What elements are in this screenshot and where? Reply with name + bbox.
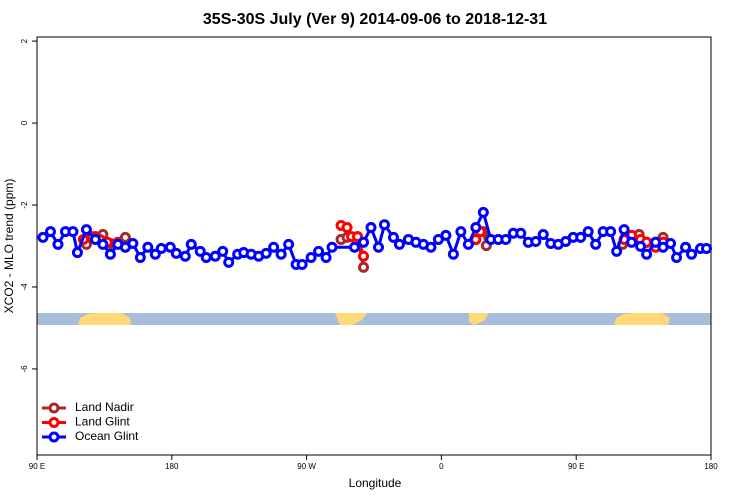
data-point: [575, 231, 587, 243]
data-point: [223, 256, 235, 268]
data-point: [447, 248, 459, 260]
x-tick-label: 0: [439, 462, 444, 471]
legend-marker: [48, 431, 60, 443]
data-point: [185, 238, 197, 250]
data-point: [393, 238, 405, 250]
data-point: [52, 238, 64, 250]
data-point: [260, 247, 272, 259]
data-point: [170, 247, 182, 259]
data-point: [71, 247, 83, 259]
data-point: [358, 236, 370, 248]
data-point: [387, 231, 399, 243]
data-point: [341, 222, 353, 234]
legend-marker: [48, 417, 60, 428]
ocean-strip: [37, 313, 711, 325]
data-point: [179, 250, 191, 262]
x-tick-label: 180: [704, 462, 718, 471]
data-point: [326, 241, 338, 253]
data-point: [119, 231, 131, 243]
data-point: [618, 224, 630, 236]
data-point: [67, 226, 79, 238]
land-patch: [614, 313, 670, 325]
data-point: [313, 245, 325, 257]
data-point: [104, 248, 116, 260]
data-point: [671, 251, 683, 263]
data-point: [378, 219, 390, 231]
land-patch: [335, 313, 367, 325]
y-tick-label: -2: [20, 201, 29, 209]
data-point: [358, 250, 370, 262]
legend-marker: [48, 402, 60, 414]
data-point: [440, 229, 452, 241]
chart-title: 35S-30S July (Ver 9) 2014-09-06 to 2018-…: [203, 11, 547, 28]
data-point: [142, 241, 154, 253]
data-point: [320, 251, 332, 263]
data-point: [605, 226, 617, 238]
y-tick-label: -4: [20, 283, 29, 291]
data-point: [268, 241, 280, 253]
data-point: [283, 238, 295, 250]
x-axis-label: Longitude: [349, 476, 402, 490]
x-tick-label: 180: [165, 462, 179, 471]
data-point: [358, 261, 370, 273]
x-tick-label: 90 E: [29, 462, 45, 471]
data-point: [701, 242, 713, 254]
land-patch: [78, 313, 131, 325]
data-point: [217, 245, 229, 257]
data-point: [134, 251, 146, 263]
data-point: [650, 236, 662, 248]
data-point: [155, 242, 167, 254]
data-point: [365, 222, 377, 234]
data-point: [665, 238, 677, 250]
data-point: [455, 226, 467, 238]
y-tick-label: -6: [20, 365, 29, 373]
data-point: [97, 238, 109, 250]
data-point: [582, 226, 594, 238]
data-point: [686, 248, 698, 260]
data-point: [194, 245, 206, 257]
data-point: [44, 226, 56, 238]
y-axis-label: XCO2 - MLO trend (ppm): [2, 179, 16, 314]
y-tick-label: 2: [20, 38, 29, 43]
data-point: [349, 241, 361, 253]
data-point: [590, 238, 602, 250]
data-point: [626, 236, 638, 248]
data-point: [305, 251, 317, 263]
data-point: [515, 227, 527, 239]
data-point: [89, 233, 101, 245]
data-point: [530, 235, 542, 247]
data-point: [164, 241, 176, 253]
data-point: [209, 250, 221, 262]
data-point: [537, 229, 549, 241]
legend-label: Ocean Glint: [75, 429, 139, 443]
data-point: [200, 251, 212, 263]
data-point: [611, 245, 623, 257]
data-point: [275, 248, 287, 260]
data-point: [462, 238, 474, 250]
data-point: [680, 241, 692, 253]
data-point: [477, 206, 489, 218]
legend-label: Land Glint: [75, 415, 130, 429]
data-point: [296, 258, 308, 270]
data-point: [37, 231, 49, 243]
data-point: [372, 241, 384, 253]
map-strip: [37, 313, 711, 325]
data-point: [425, 241, 437, 253]
data-point: [127, 238, 139, 250]
data-point: [470, 222, 482, 234]
land-patch: [469, 313, 489, 325]
y-tick-label: 0: [20, 120, 29, 125]
data-point: [635, 240, 647, 252]
data-point: [641, 248, 653, 260]
x-tick-label: 90 W: [297, 462, 316, 471]
legend-label: Land Nadir: [75, 400, 134, 414]
data-point: [80, 224, 92, 236]
data-point: [500, 233, 512, 245]
x-tick-label: 90 E: [568, 462, 584, 471]
